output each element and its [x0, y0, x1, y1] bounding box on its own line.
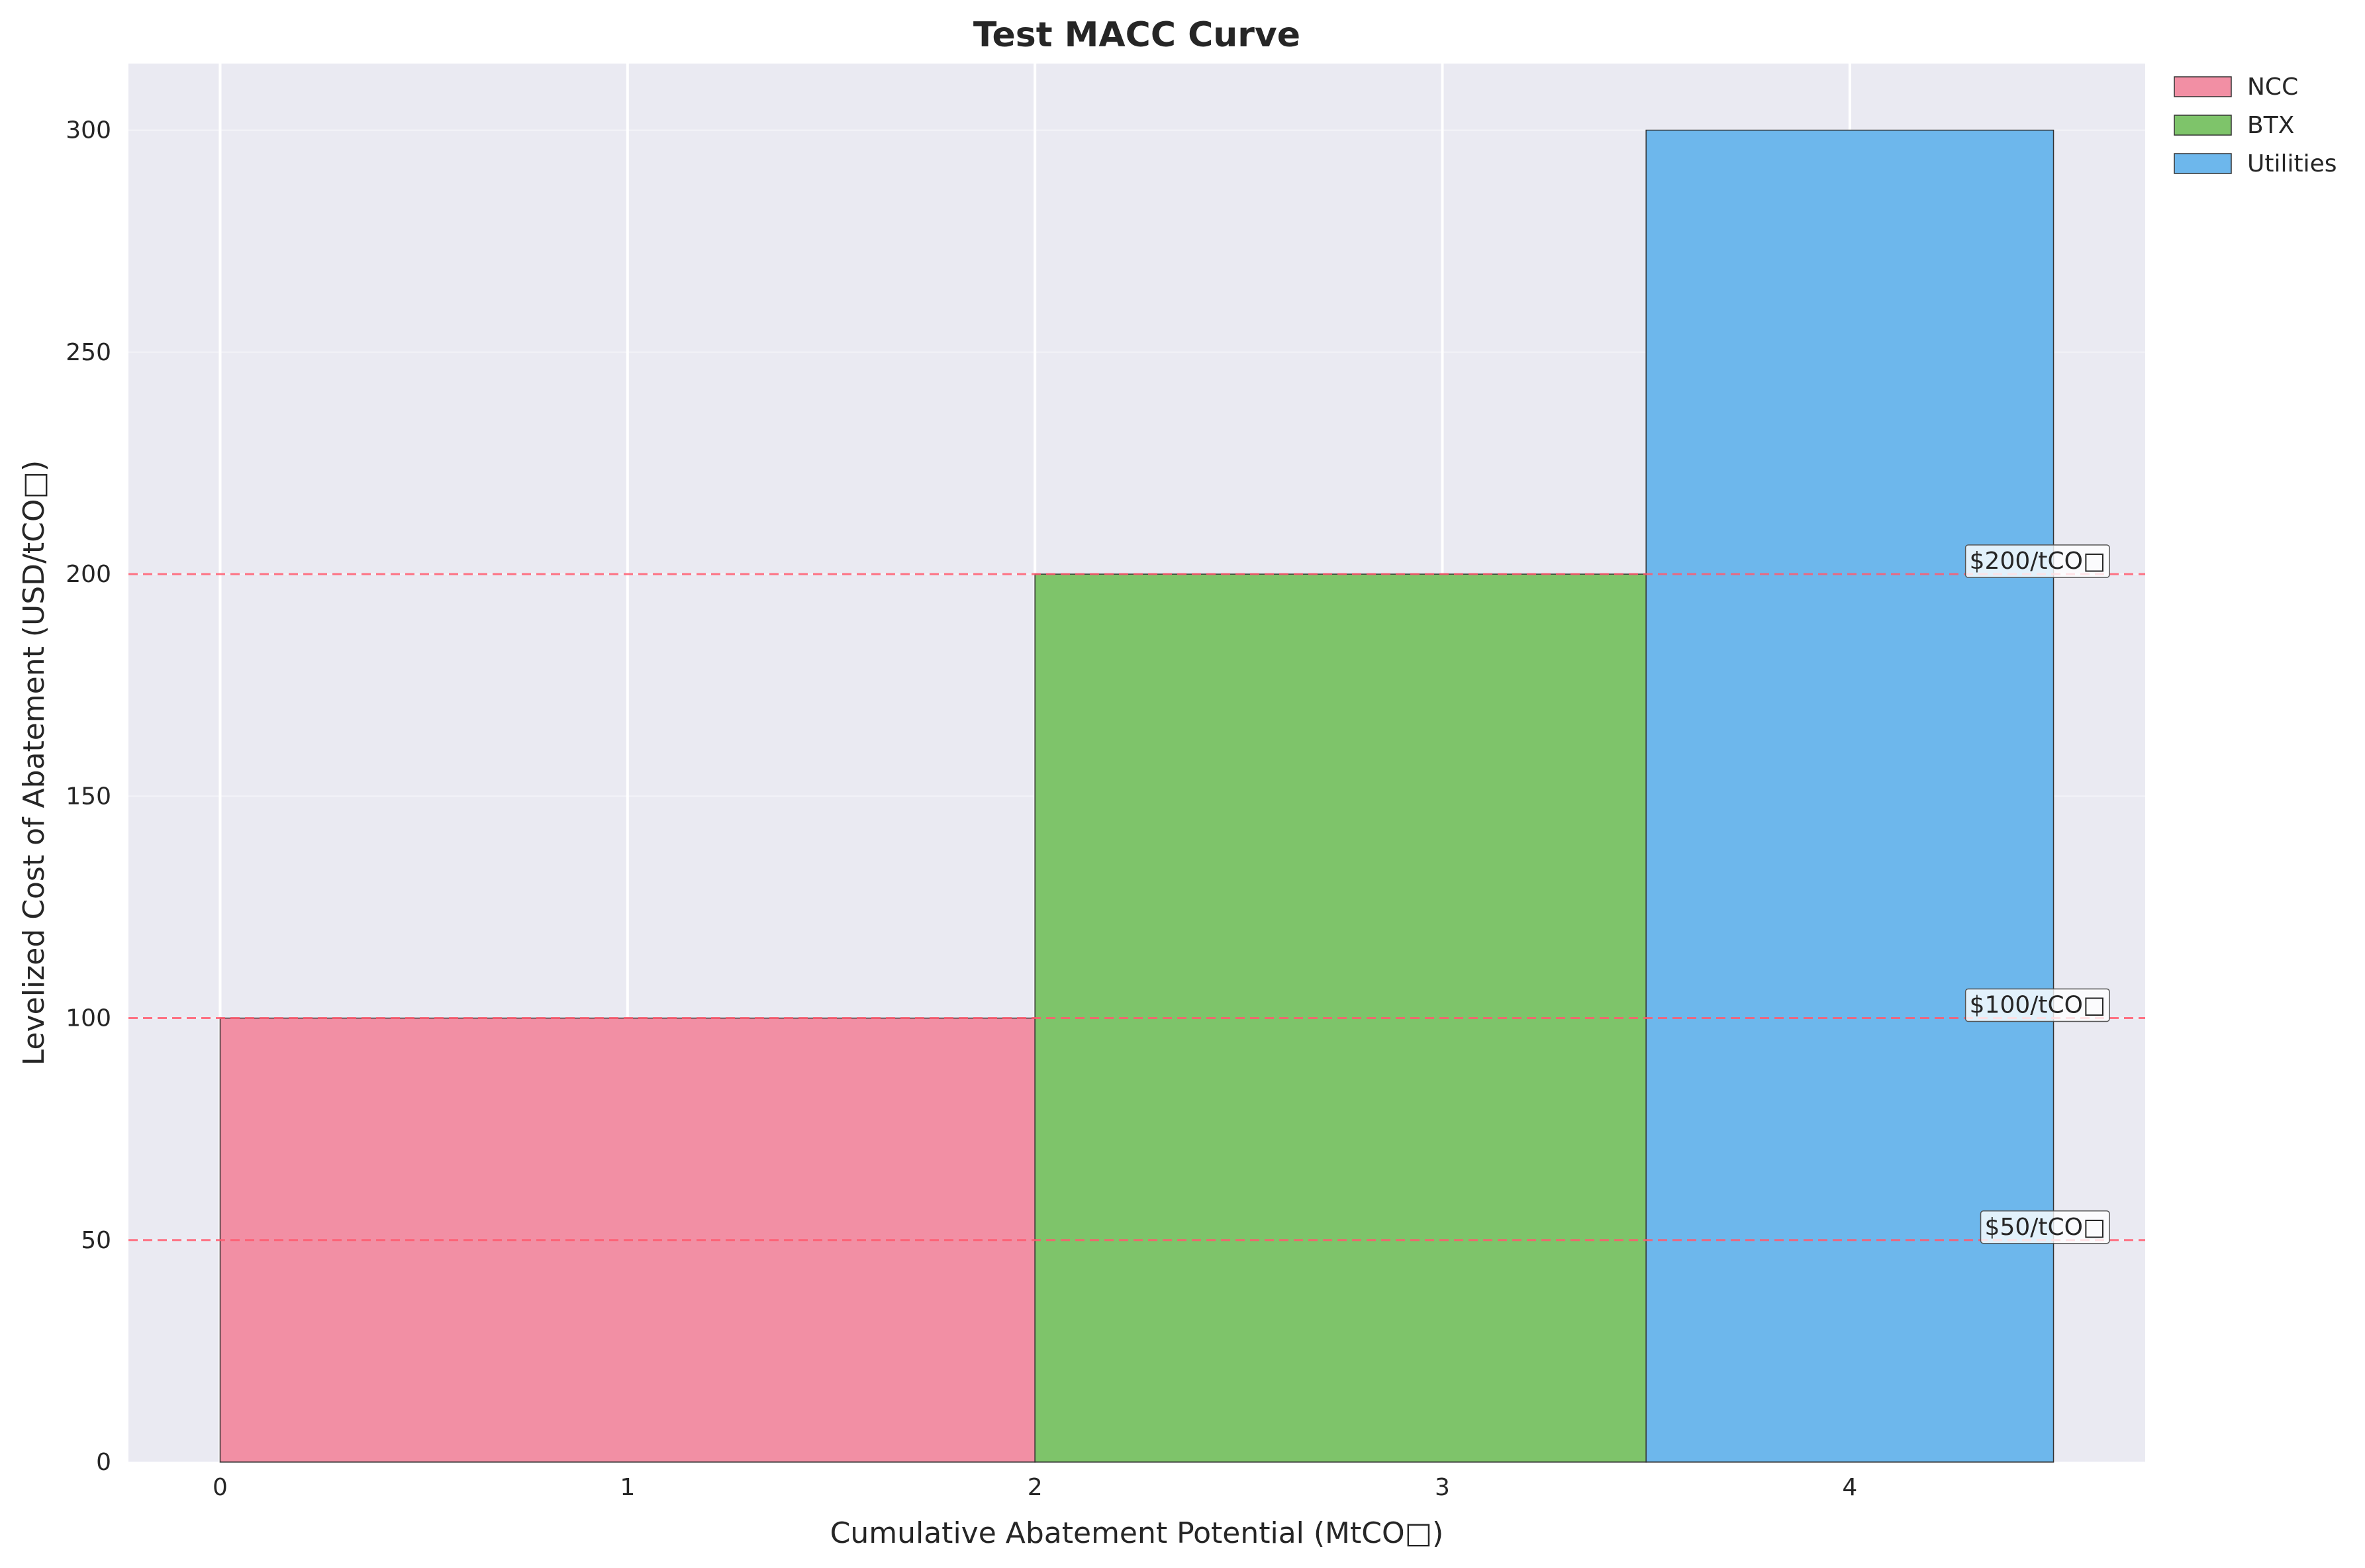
legend-item-ncc: NCC — [2174, 74, 2298, 101]
legend: NCC BTX Utilities — [2174, 74, 2337, 177]
reference-label-text: $200/tCO□ — [1970, 548, 2105, 575]
y-tick-label: 50 — [81, 1227, 111, 1254]
bar-utilities — [1645, 129, 2054, 1463]
y-tick-label: 200 — [66, 561, 111, 588]
legend-swatch — [2174, 115, 2232, 136]
reference-label-box — [1964, 544, 2110, 578]
y-tick-label: 0 — [96, 1449, 111, 1476]
x-tick-label: 4 — [1842, 1474, 1857, 1501]
reference-label-text: $100/tCO□ — [1970, 992, 2105, 1019]
reference-label-box — [1964, 988, 2110, 1022]
ticks: 0 1 2 3 4 0 50 100 150 200 250 300 — [66, 117, 1857, 1501]
y-tick-label: 150 — [66, 783, 111, 810]
legend-label: BTX — [2247, 112, 2294, 139]
y-axis-label: Levelized Cost of Abatement (USD/tCO□) — [17, 460, 51, 1065]
reference-label-box — [1980, 1210, 2110, 1244]
legend-item-btx: BTX — [2174, 112, 2294, 139]
reference-label-text: $50/tCO□ — [1985, 1214, 2105, 1241]
y-tick-label: 250 — [66, 339, 111, 366]
x-tick-label: 2 — [1028, 1474, 1043, 1501]
reference-label: $200/tCO□ — [1964, 544, 2110, 578]
legend-item-utilities: Utilities — [2174, 150, 2337, 177]
reference-label: $100/tCO□ — [1964, 988, 2110, 1022]
x-axis-label: Cumulative Abatement Potential (MtCO□) — [830, 1516, 1444, 1550]
x-tick-label: 0 — [213, 1474, 228, 1501]
reference-lines: $50/tCO□ $100/tCO□ $200/tCO□ — [128, 544, 2145, 1244]
legend-label: NCC — [2247, 74, 2298, 101]
x-tick-label: 3 — [1435, 1474, 1450, 1501]
legend-swatch — [2174, 76, 2232, 97]
y-tick-label: 300 — [66, 117, 111, 144]
reference-label: $50/tCO□ — [1980, 1210, 2110, 1244]
legend-label: Utilities — [2247, 150, 2337, 177]
legend-swatch — [2174, 153, 2232, 174]
x-tick-label: 1 — [620, 1474, 635, 1501]
chart-title: Test MACC Curve — [973, 15, 1300, 55]
y-tick-label: 100 — [66, 1005, 111, 1032]
